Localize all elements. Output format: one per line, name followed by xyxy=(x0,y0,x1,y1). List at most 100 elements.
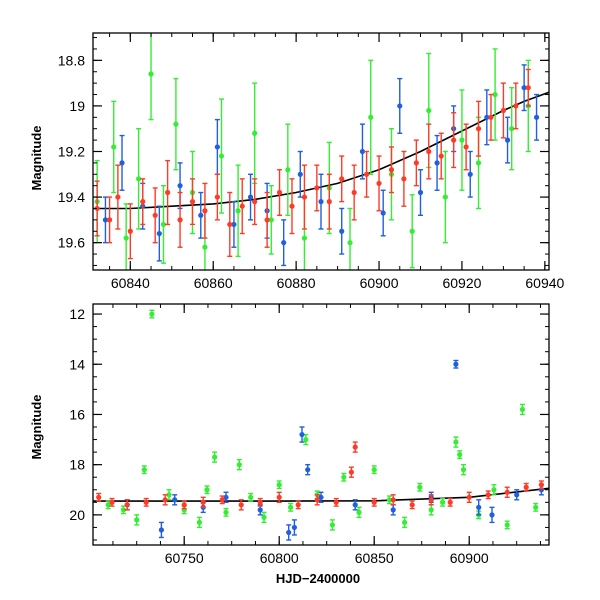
bottom-blue-point xyxy=(352,502,358,508)
bottom-blue-point xyxy=(453,361,459,367)
bottom-red-point xyxy=(523,484,529,490)
top-y-tick-label: 19.4 xyxy=(58,189,85,205)
top-red-point xyxy=(463,144,469,150)
top-red-point xyxy=(339,176,345,182)
bottom-red-point xyxy=(181,502,187,508)
bottom-blue-point xyxy=(390,507,396,513)
bottom-red-point xyxy=(143,499,149,505)
bottom-green-point xyxy=(141,467,147,473)
bottom-red-point xyxy=(238,502,244,508)
bottom-y-tick-label: 16 xyxy=(69,406,85,422)
top-blue-point xyxy=(102,217,109,223)
top-y-axis-title: Magnitude xyxy=(29,126,44,191)
bottom-x-tick-label: 60800 xyxy=(260,550,299,566)
bottom-green-point xyxy=(223,509,229,515)
bottom-blue-point xyxy=(286,529,292,536)
top-red-point xyxy=(140,199,146,205)
top-y-tick-label: 19.6 xyxy=(58,235,85,251)
top-x-tick-label: 60920 xyxy=(442,275,481,291)
bottom-green-point xyxy=(236,462,242,468)
top-red-point xyxy=(364,171,370,177)
bottom-green-point xyxy=(356,509,362,515)
bottom-green-point xyxy=(460,467,467,473)
bottom-red-point xyxy=(109,499,115,505)
top-green-point xyxy=(475,160,482,166)
bottom-red-point xyxy=(352,444,358,450)
top-blue-point xyxy=(297,171,303,177)
top-blue-point xyxy=(504,137,511,143)
bottom-frame xyxy=(92,303,550,546)
top-red-point xyxy=(426,148,432,155)
top-green-point xyxy=(252,130,258,136)
top-blue-point xyxy=(247,194,254,200)
top-blue-point xyxy=(417,189,424,196)
top-red-point xyxy=(475,126,482,132)
top-red-point xyxy=(351,189,357,196)
top-blue-point xyxy=(434,160,440,166)
bottom-green-point xyxy=(212,454,218,460)
top-blue-point xyxy=(397,103,403,109)
bottom-blue-point xyxy=(158,527,164,533)
top-green-point xyxy=(459,137,465,143)
bottom-red-point xyxy=(124,502,130,508)
top-green-point xyxy=(509,126,515,132)
top-red-point xyxy=(264,217,270,223)
top-plot-area: 60840 60860 60880 60900 60920 60940 18.8 19 19.2… xyxy=(58,32,565,291)
top-blue-point xyxy=(484,114,490,120)
top-green-point xyxy=(202,244,208,250)
bottom-green-point xyxy=(440,499,446,505)
top-red-point xyxy=(376,180,382,187)
bottom-red-point xyxy=(447,499,453,505)
top-red-point xyxy=(525,85,531,91)
bottom-blue-point xyxy=(318,494,324,500)
bottom-blue-point xyxy=(514,492,520,498)
bottom-x-axis-title: HJD−2400000 xyxy=(276,571,360,586)
bottom-red-point xyxy=(538,482,545,488)
bottom-green-point xyxy=(166,492,172,498)
top-red-point xyxy=(227,221,233,228)
top-x-tick-label: 60880 xyxy=(277,275,316,291)
bottom-red-point xyxy=(314,497,320,503)
top-y-tick-label: 19.2 xyxy=(58,144,85,160)
bottom-green-point xyxy=(149,311,155,317)
top-green-point xyxy=(111,144,117,150)
bottom-blue-point xyxy=(305,467,311,473)
top-blue-point xyxy=(339,228,345,234)
bottom-blue-point xyxy=(299,431,305,438)
bottom-blue-point xyxy=(257,507,263,513)
bottom-green-point xyxy=(120,507,126,513)
top-green-point xyxy=(426,107,432,114)
top-red-point xyxy=(239,203,245,209)
bottom-red-point xyxy=(409,502,415,508)
bottom-green-point xyxy=(491,487,497,493)
bottom-green-point xyxy=(303,436,309,443)
bottom-green-point xyxy=(417,484,423,490)
top-red-point xyxy=(127,228,133,234)
bottom-blue-point xyxy=(291,524,297,531)
bottom-red-point xyxy=(257,499,263,505)
bottom-green-point xyxy=(519,406,526,413)
bottom-red-point xyxy=(466,494,472,500)
top-blue-point xyxy=(467,171,473,177)
bottom-green-point xyxy=(276,482,282,488)
bottom-red-point xyxy=(428,497,434,503)
top-blue-point xyxy=(533,114,540,120)
top-red-point xyxy=(326,199,332,205)
bottom-red-point xyxy=(96,494,102,500)
top-red-point xyxy=(202,208,208,214)
top-red-point xyxy=(177,217,183,223)
bottom-green-point xyxy=(371,467,377,473)
bottom-data-layer xyxy=(93,309,549,541)
bottom-y-tick-label: 12 xyxy=(69,306,85,322)
bottom-red-point xyxy=(276,494,282,500)
top-green-point xyxy=(235,208,241,214)
bottom-red-point xyxy=(390,497,396,503)
bottom-red-point xyxy=(485,492,491,498)
top-red-point xyxy=(401,176,407,182)
bottom-x-tick-label: 60750 xyxy=(165,550,204,566)
bottom-red-point xyxy=(504,489,510,495)
top-red-point xyxy=(94,205,100,212)
bottom-model-curve xyxy=(93,487,549,502)
top-red-point xyxy=(214,194,220,200)
